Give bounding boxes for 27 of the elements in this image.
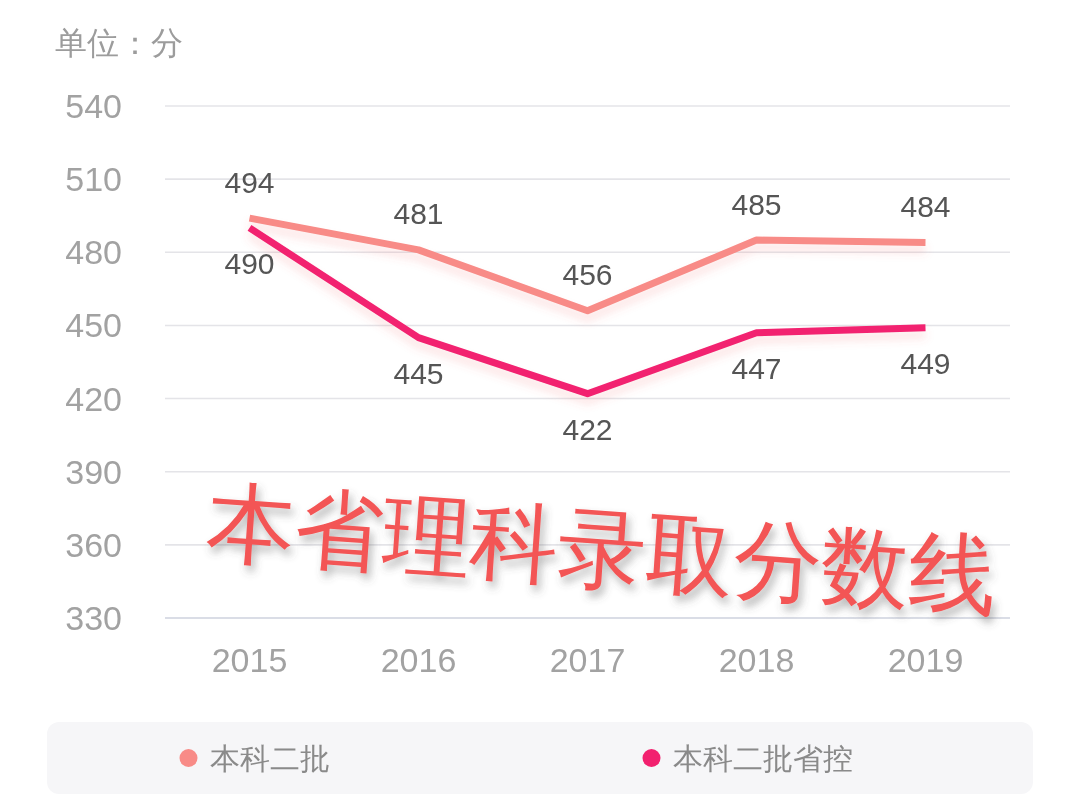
y-tick-label: 510 — [65, 160, 122, 199]
y-tick-label: 390 — [65, 452, 122, 491]
y-tick-label: 540 — [65, 87, 122, 125]
x-tick-label: 2018 — [718, 641, 795, 679]
x-tick-label: 2015 — [211, 641, 288, 679]
data-label: 449 — [900, 347, 951, 381]
data-label: 494 — [224, 165, 275, 199]
data-label: 481 — [393, 197, 444, 231]
y-tick-label: 480 — [65, 233, 122, 272]
data-label: 485 — [731, 187, 782, 221]
title: 本省理科录取分数线 — [203, 472, 1001, 627]
data-label: 447 — [731, 352, 782, 386]
data-label: 490 — [224, 247, 275, 281]
x-tick-label: 2016 — [380, 641, 457, 679]
y-tick-label: 420 — [65, 379, 122, 418]
legend-label: 本科二批省控 — [672, 741, 853, 775]
y-tick-label: 450 — [65, 306, 122, 345]
x-tick-label: 2017 — [549, 641, 626, 679]
data-label: 445 — [393, 357, 444, 391]
y-tick-label: 330 — [65, 599, 122, 637]
data-label: 422 — [562, 413, 613, 447]
y-tick-label: 360 — [65, 525, 122, 564]
data-label: 484 — [900, 190, 951, 224]
legend-label: 本科二批 — [209, 741, 330, 775]
y-axis-title: 单位：分 — [55, 25, 183, 61]
data-label: 456 — [562, 258, 613, 292]
x-tick-label: 2019 — [887, 641, 964, 679]
